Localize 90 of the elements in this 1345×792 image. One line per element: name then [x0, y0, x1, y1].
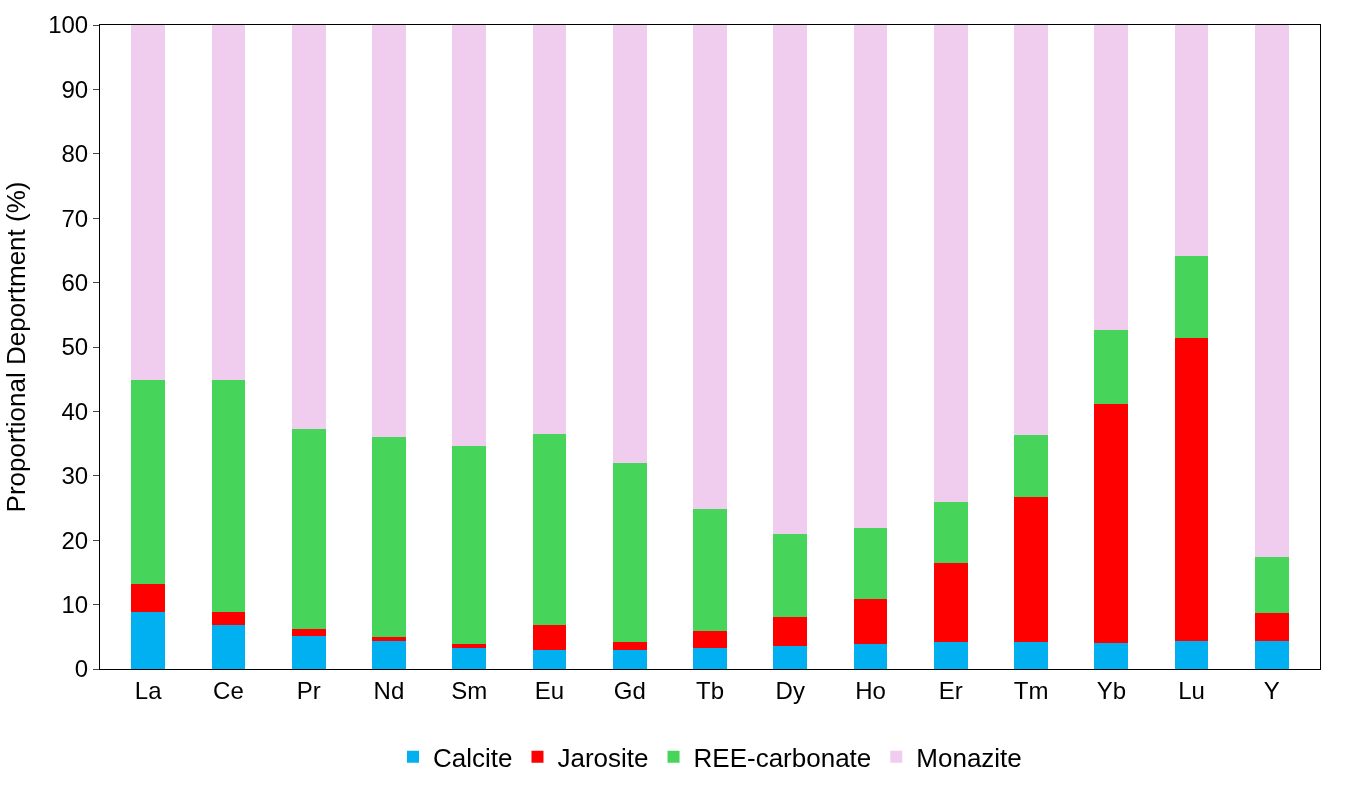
bar — [612, 462, 647, 642]
bar — [1254, 612, 1289, 641]
bar — [612, 25, 647, 463]
bar — [452, 445, 487, 644]
x-tick-label: Ho — [855, 676, 886, 704]
x-tick-label: Y — [1263, 676, 1280, 704]
bar — [1174, 256, 1209, 338]
bar — [773, 25, 808, 535]
bar — [933, 501, 968, 564]
bar — [612, 641, 647, 650]
x-tick-label: Pr — [296, 676, 321, 704]
bar — [372, 636, 406, 641]
bar — [291, 25, 326, 430]
legend-label: Calcite — [433, 742, 513, 773]
legend-label: Jarosite — [557, 742, 649, 773]
bar — [211, 611, 246, 625]
y-tick-label: 50 — [61, 333, 89, 361]
bar — [1174, 337, 1209, 641]
x-tick-label: Yb — [1096, 676, 1126, 704]
y-tick-label: 40 — [61, 397, 89, 425]
y-axis-title: Proportional Deportment (%) — [0, 181, 31, 513]
y-tick-label: 10 — [61, 591, 89, 618]
bar — [131, 583, 166, 612]
bar — [452, 648, 487, 669]
x-tick-label: Tm — [1013, 676, 1049, 704]
bar — [773, 534, 808, 618]
bar — [1014, 25, 1048, 436]
bar — [853, 599, 888, 644]
y-tick-label: 60 — [61, 269, 89, 296]
bar — [372, 25, 406, 438]
bar — [853, 643, 888, 669]
bar — [291, 429, 326, 630]
bar — [1254, 640, 1289, 669]
bar — [1014, 641, 1048, 669]
bar — [1094, 642, 1129, 669]
y-tick-label: 20 — [61, 526, 89, 554]
x-tick-label: Eu — [534, 676, 565, 704]
bar — [532, 625, 567, 650]
bar — [773, 646, 808, 669]
bar — [211, 25, 246, 380]
bar — [1254, 25, 1289, 557]
bar — [1094, 404, 1129, 643]
x-tick-label: Gd — [613, 676, 646, 704]
bar — [612, 649, 647, 669]
x-tick-label: Dy — [775, 676, 805, 704]
bar — [291, 629, 326, 637]
bar — [933, 563, 968, 642]
bar — [853, 25, 888, 528]
bar — [773, 617, 808, 647]
y-tick-label: 70 — [61, 204, 89, 232]
bar — [131, 611, 166, 669]
x-tick-label: Lu — [1178, 676, 1205, 704]
bar — [693, 631, 727, 649]
bar — [693, 508, 727, 631]
bar — [211, 379, 246, 612]
bar — [372, 437, 406, 637]
x-tick-label: La — [134, 676, 163, 704]
x-tick-label: Sm — [451, 676, 488, 704]
bar — [131, 25, 166, 380]
x-tick-label: Ce — [213, 676, 244, 704]
bar — [1014, 435, 1048, 498]
bar — [372, 640, 406, 669]
bar — [532, 25, 567, 434]
y-tick-label: 80 — [61, 140, 89, 168]
bar — [532, 433, 567, 626]
bar — [131, 379, 166, 584]
y-tick-label: 0 — [74, 655, 89, 683]
bar — [933, 641, 968, 669]
y-tick-label: 30 — [61, 462, 89, 490]
legend-label: Monazite — [916, 742, 1022, 773]
y-tick-label: 90 — [61, 75, 89, 103]
bar — [291, 636, 326, 669]
bar — [1174, 640, 1209, 669]
y-tick-label: 100 — [48, 11, 89, 39]
bar — [853, 527, 888, 600]
bar — [1014, 497, 1048, 642]
bar — [1094, 329, 1129, 405]
bar — [211, 624, 246, 669]
bar — [933, 25, 968, 502]
bar — [1254, 556, 1289, 613]
x-tick-label: Nd — [373, 676, 405, 704]
bar — [1094, 25, 1129, 330]
bar — [693, 25, 727, 509]
x-tick-label: Er — [938, 676, 963, 704]
x-tick-label: Tb — [695, 676, 725, 704]
bar — [532, 649, 567, 669]
bar — [452, 25, 487, 446]
bar — [1174, 25, 1209, 257]
bar — [693, 648, 727, 669]
legend-label: REE-carbonate — [693, 742, 872, 773]
